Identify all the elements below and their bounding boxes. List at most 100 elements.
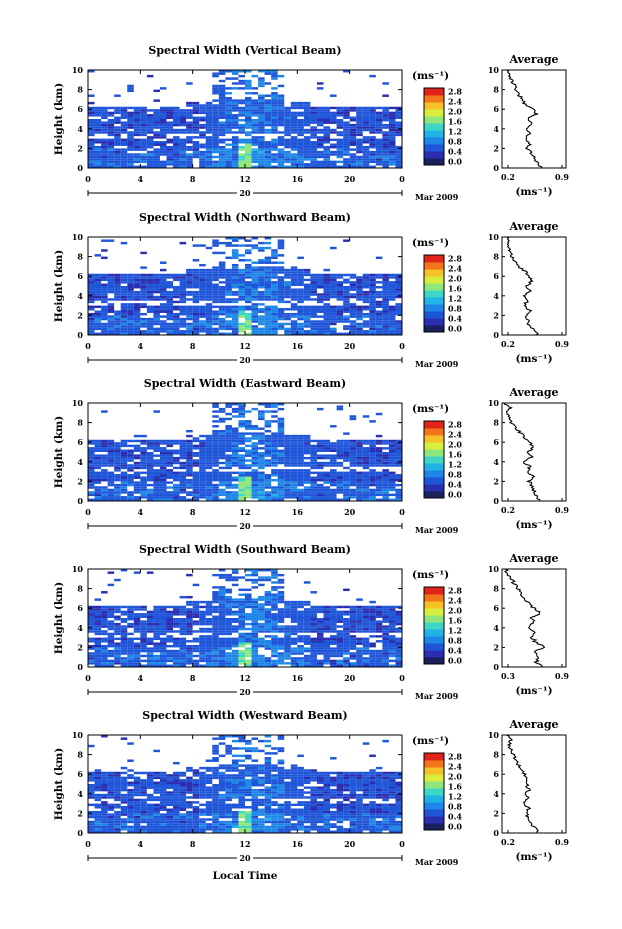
heatmap-cell bbox=[258, 295, 265, 299]
heatmap-cell bbox=[146, 131, 154, 134]
heatmap-cell bbox=[277, 461, 285, 465]
heatmap-cell bbox=[127, 106, 134, 110]
heatmap-cell bbox=[323, 116, 331, 119]
heatmap-cell bbox=[290, 290, 298, 294]
heatmap-cell bbox=[264, 104, 272, 107]
heatmap-cell bbox=[225, 241, 232, 245]
heatmap-cell bbox=[290, 491, 298, 494]
avg-x-tick-label: 0.9 bbox=[555, 339, 569, 349]
heatmap-cell bbox=[310, 145, 317, 149]
heatmap-cell bbox=[343, 618, 350, 621]
heatmap-cell bbox=[303, 603, 311, 606]
heatmap-cell bbox=[310, 128, 317, 132]
heatmap-cell bbox=[179, 320, 187, 323]
heatmap-cell bbox=[218, 263, 226, 267]
heatmap-cell bbox=[231, 407, 239, 411]
heatmap-cell bbox=[159, 442, 167, 445]
heatmap-cell bbox=[101, 317, 108, 321]
heatmap-cell bbox=[323, 133, 331, 137]
heatmap-cell bbox=[179, 143, 187, 146]
heatmap-cell bbox=[323, 498, 331, 501]
heatmap-cell bbox=[140, 288, 147, 291]
heatmap-cell bbox=[362, 281, 370, 284]
heatmap-cell bbox=[107, 327, 115, 331]
heatmap-cell bbox=[316, 298, 324, 301]
heatmap-cell bbox=[153, 290, 160, 294]
heatmap-cell bbox=[310, 165, 317, 168]
heatmap-cell bbox=[212, 312, 219, 316]
heatmap-cell bbox=[271, 96, 278, 100]
heatmap-cell bbox=[225, 471, 232, 475]
heatmap-cell bbox=[159, 116, 167, 119]
heatmap-cell bbox=[166, 126, 174, 129]
heatmap-cell bbox=[107, 281, 115, 284]
colorbar-tick-label: 0.8 bbox=[448, 636, 462, 646]
heatmap-cell bbox=[303, 452, 311, 455]
heatmap-cell bbox=[264, 622, 272, 626]
heatmap-cell bbox=[245, 99, 252, 102]
heatmap-cell bbox=[140, 461, 147, 465]
heatmap-cell bbox=[225, 310, 232, 313]
heatmap-cell bbox=[205, 630, 213, 633]
heatmap-cell bbox=[264, 72, 272, 75]
heatmap-cell bbox=[101, 439, 108, 443]
heatmap-cell bbox=[192, 447, 200, 450]
heatmap-cell bbox=[343, 466, 350, 470]
heatmap-cell bbox=[101, 141, 108, 144]
heatmap-cell bbox=[153, 630, 160, 633]
heatmap-cell bbox=[166, 627, 174, 631]
heatmap-cell bbox=[238, 322, 245, 326]
heatmap-cell bbox=[349, 664, 357, 667]
heatmap-cell bbox=[173, 330, 180, 333]
heatmap-cell bbox=[330, 119, 337, 122]
heatmap-cell bbox=[323, 288, 331, 291]
heatmap-cell bbox=[316, 87, 324, 90]
y-tick-label: 6 bbox=[77, 437, 83, 447]
heatmap-cell bbox=[316, 662, 324, 665]
heatmap-cell bbox=[264, 327, 272, 331]
heatmap-cell bbox=[375, 145, 383, 149]
colorbar-tick-label: 0.4 bbox=[448, 480, 462, 490]
heatmap-cell bbox=[120, 491, 128, 494]
day-label: 20 bbox=[239, 355, 251, 365]
heatmap-cell bbox=[388, 640, 396, 643]
heatmap-cell bbox=[382, 295, 389, 299]
heatmap-cell bbox=[159, 608, 167, 611]
heatmap-cell bbox=[225, 283, 232, 286]
heatmap-cell bbox=[205, 286, 213, 289]
heatmap-cell bbox=[310, 454, 317, 457]
heatmap-cell bbox=[179, 330, 187, 333]
heatmap-cell bbox=[114, 136, 121, 139]
heatmap-cell bbox=[245, 632, 252, 636]
heatmap-cell bbox=[284, 449, 291, 452]
heatmap-cell bbox=[264, 578, 272, 582]
heatmap-cell bbox=[343, 138, 350, 142]
heatmap-cell bbox=[205, 271, 213, 274]
heatmap-cell bbox=[101, 625, 108, 628]
heatmap-cell bbox=[205, 303, 213, 306]
heatmap-cell bbox=[186, 625, 193, 628]
heatmap-cell bbox=[336, 320, 344, 323]
heatmap-cell bbox=[231, 330, 239, 333]
heatmap-cell bbox=[264, 647, 272, 650]
heatmap-cell bbox=[369, 615, 376, 618]
heatmap-cell bbox=[245, 281, 252, 284]
heatmap-cell bbox=[186, 600, 193, 604]
heatmap-cell bbox=[231, 268, 239, 272]
heatmap-cell bbox=[290, 305, 298, 309]
heatmap-cell bbox=[114, 461, 121, 465]
heatmap-cell bbox=[192, 437, 200, 440]
heatmap-cell bbox=[297, 119, 304, 122]
heatmap-cell bbox=[330, 276, 337, 279]
heatmap-cell bbox=[179, 241, 187, 245]
heatmap-cell bbox=[199, 635, 206, 638]
heatmap-cell bbox=[146, 620, 154, 623]
heatmap-cell bbox=[245, 312, 252, 316]
heatmap-cell bbox=[133, 439, 141, 443]
heatmap-cell bbox=[258, 474, 265, 477]
heatmap-cell bbox=[382, 312, 389, 316]
heatmap-cell bbox=[277, 153, 285, 156]
heatmap-cell bbox=[140, 613, 147, 616]
heatmap-cell bbox=[388, 615, 396, 618]
avg-y-tick-label: 2 bbox=[493, 143, 499, 153]
